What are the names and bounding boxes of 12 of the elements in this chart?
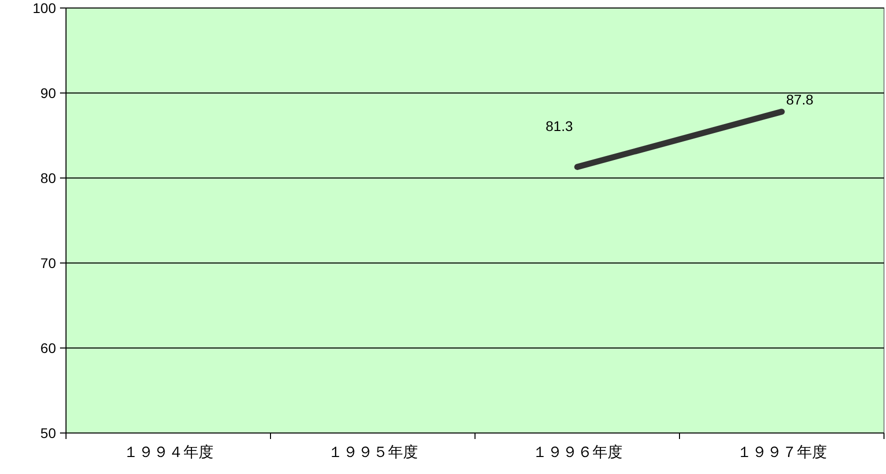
- x-tick-label: １９９６年度: [532, 443, 622, 461]
- y-tick-label: 80: [40, 170, 56, 186]
- x-tick-label: １９９４年度: [123, 443, 214, 461]
- x-tick-label: １９９５年度: [328, 443, 418, 461]
- y-tick-label: 90: [40, 84, 56, 101]
- y-tick-label: 100: [32, 0, 56, 16]
- y-tick-label: 60: [40, 340, 56, 356]
- x-tick-label: １９９７年度: [736, 443, 827, 461]
- data-label: 81.3: [546, 118, 574, 134]
- y-tick-label: 70: [40, 254, 56, 271]
- y-tick-label: 50: [40, 424, 56, 441]
- data-label: 87.8: [786, 92, 814, 108]
